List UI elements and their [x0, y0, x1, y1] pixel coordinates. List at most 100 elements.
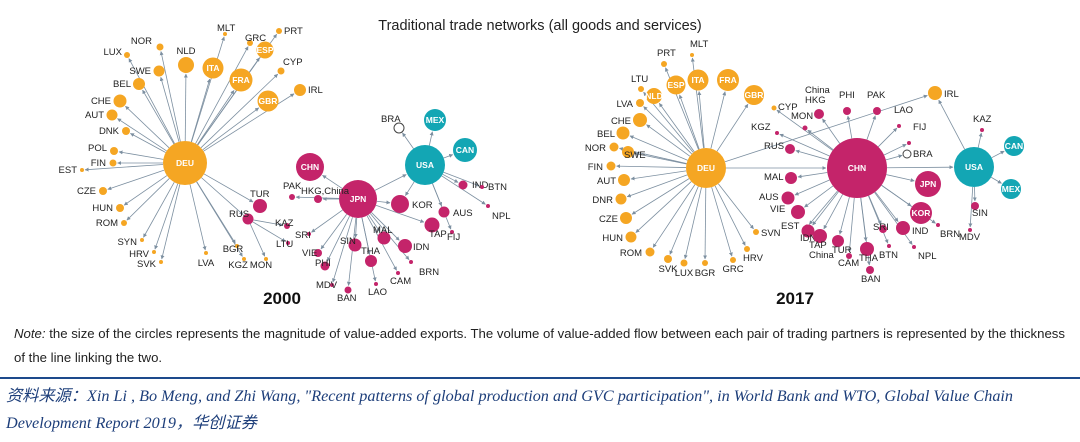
node-label-chn: CHN: [301, 162, 319, 172]
node-label-npl: NPL: [492, 211, 510, 222]
edge-usa-kaz: [977, 132, 983, 148]
node-prt: [661, 61, 667, 67]
edge-jpn-ban: [346, 217, 357, 286]
node-group: DEUNLDITAESPFRAGBRPRTGRCMLTNORLUXSWEBELC…: [59, 23, 511, 304]
node-mlt: [690, 53, 694, 57]
node-label-bel: BEL: [597, 129, 615, 140]
edge-deu-svk: [160, 184, 181, 260]
node-aus: [781, 191, 795, 205]
node-label-mdv: MDV: [959, 232, 981, 243]
node-label-svk: SVK: [658, 264, 678, 275]
node-irl: [928, 86, 942, 100]
node-label-nld: NLD: [176, 46, 195, 57]
note-text: the size of the circles represents the m…: [14, 326, 1065, 365]
node-sin: [348, 238, 362, 252]
node-esp: [666, 75, 686, 95]
node-cam: [396, 271, 400, 275]
node-rus: [242, 213, 254, 225]
node-label-ltu: LTU: [276, 239, 293, 250]
node-mlt: [223, 32, 227, 36]
node-btn: [480, 185, 484, 189]
edge-deu-hrv: [154, 183, 179, 250]
edge-jpn-kor: [376, 200, 391, 205]
node-mex: [1001, 179, 1021, 199]
node-ind: [896, 221, 910, 235]
edge-usa-mex: [428, 131, 434, 146]
edge-chn-cam: [847, 197, 855, 253]
node-fra: [229, 68, 253, 92]
node-label-fin: FIN: [91, 158, 106, 169]
edge-deu-che: [125, 105, 170, 149]
edge-chn-est: [808, 190, 838, 225]
edge-jpn-idn: [371, 212, 400, 241]
node-label-che: CHE: [611, 116, 631, 127]
note-label: Note:: [14, 326, 46, 341]
node-label-kgz: KGZ: [751, 122, 771, 133]
node-label-ban: BAN: [337, 293, 357, 304]
node-label-kaz: KAZ: [275, 218, 294, 229]
node-label-brn: BRN: [940, 229, 960, 240]
edge-deu-hrv: [714, 185, 746, 246]
node-label-aut: AUT: [597, 176, 616, 187]
node-label-bgr: BGR: [695, 268, 716, 279]
node-pak: [873, 107, 881, 115]
edge-deu-est: [84, 164, 164, 172]
node-label-svk: SVK: [137, 259, 157, 270]
node-swe: [622, 146, 634, 158]
node-tha: [365, 255, 377, 267]
node-label-hkg: HKG,China: [301, 186, 350, 197]
edge-deu-syn: [143, 182, 175, 238]
edge-deu-fin: [616, 164, 687, 169]
node-sri: [879, 225, 887, 233]
edge-deu-ita: [697, 91, 705, 149]
node-syn: [140, 238, 144, 242]
panel-year-2017: 2017: [776, 289, 814, 308]
node-cyp: [277, 67, 285, 75]
node-label-kor: KOR: [412, 200, 433, 211]
node-label-fra: FRA: [232, 75, 249, 85]
edge-deu-bel: [142, 89, 175, 145]
node-ita: [687, 69, 709, 91]
node-label-lao: LAO: [368, 287, 387, 298]
edge-deu-che: [646, 124, 691, 157]
node-tha: [860, 242, 874, 256]
edge-deu-svk: [669, 186, 699, 255]
node-bgr: [235, 244, 239, 248]
node-label-bra: BRA: [913, 149, 933, 160]
edge-deu-cze: [631, 178, 690, 215]
edge-deu-pol: [118, 150, 164, 160]
edge-chn-ind: [874, 191, 899, 222]
node-label-tap: TAP: [429, 229, 447, 240]
node-label-bra: BRA: [381, 114, 401, 125]
edge-deu-fra: [710, 91, 727, 149]
edge-chn-npl: [874, 192, 913, 245]
node-brn: [936, 223, 940, 227]
node-cze: [620, 212, 632, 224]
edge-jpn-vie: [320, 214, 348, 250]
node-lux: [680, 259, 688, 267]
edge-usa-mex: [990, 176, 1002, 184]
node-label-bel: BEL: [113, 79, 131, 90]
node-lux: [124, 52, 130, 58]
node-hrv: [152, 250, 156, 254]
edge-deu-fra: [196, 90, 235, 145]
edge-chn-tur: [838, 196, 850, 235]
node-label-dnr: DNR: [592, 195, 613, 206]
node-chn: [827, 138, 887, 198]
edge-deu-ita: [190, 78, 211, 143]
edge-usa-bra: [402, 132, 414, 149]
node-che: [113, 94, 127, 108]
divider-line: [0, 377, 1080, 379]
node-label-aus: AUS: [453, 208, 473, 219]
node-label-jpn: JPN: [920, 179, 937, 189]
node-label-mdv: MDV: [316, 280, 338, 291]
node-ban: [344, 286, 352, 294]
node-label-vie: VIE: [770, 204, 785, 215]
edge-chn-jpn: [886, 174, 915, 183]
node-label-dnk: DNK: [99, 126, 120, 137]
edge-jpn-mdv: [332, 217, 353, 283]
node-can: [1004, 136, 1024, 156]
node-svn: [753, 229, 759, 235]
edge-chn-vie: [804, 185, 834, 208]
node-label-cyp: CYP: [778, 102, 798, 113]
